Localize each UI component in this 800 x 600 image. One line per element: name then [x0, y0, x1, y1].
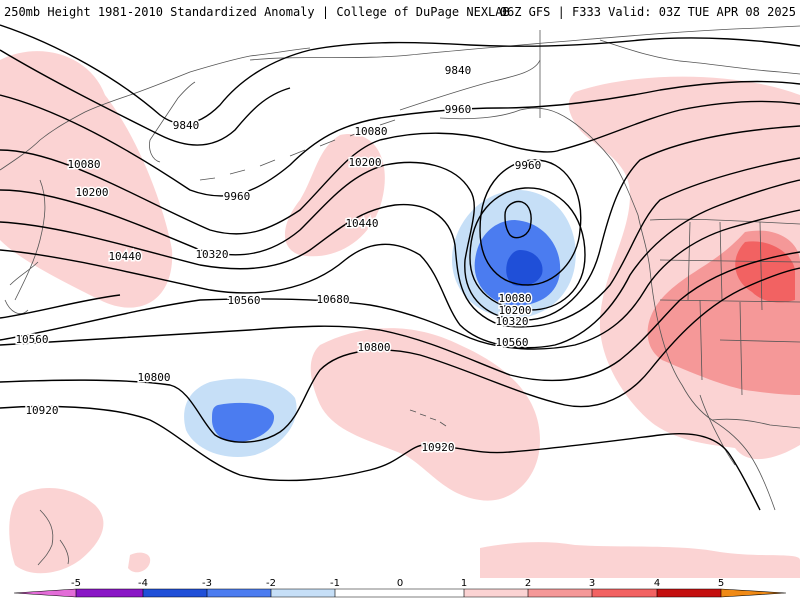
contour-9960 [479, 159, 582, 286]
positive-anomaly-region [9, 487, 104, 574]
colorbar-label: -5 [71, 578, 81, 589]
coastline-hawaii [409, 409, 447, 427]
colorbar-swatch-neg1 [271, 589, 335, 597]
colorbar-swatch-neg4 [76, 589, 143, 597]
coastline-philippines [37, 509, 69, 566]
colorbar-swatch-neg2 [207, 589, 271, 597]
run-valid-info: 06Z GFS | F333 Valid: 03Z TUE APR 08 202… [499, 5, 796, 19]
contour-label: 10800 [357, 341, 390, 354]
header-bar: 250mb Height 1981-2010 Standardized Anom… [0, 0, 800, 22]
colorbar-label: -3 [202, 578, 212, 589]
colorbar-label: 0 [397, 578, 403, 589]
coastline-east-asia [0, 47, 311, 171]
positive-anomaly-region [0, 51, 173, 308]
contour-label: 9840 [173, 119, 200, 132]
contour-label: 9960 [224, 190, 251, 203]
contour-10920 [0, 405, 761, 511]
colorbar-swatch-pos2 [528, 589, 592, 597]
coastline-kamchatka [149, 81, 196, 163]
contour-label: 10800 [137, 371, 170, 384]
coastline-west-coast [649, 269, 776, 511]
colorbar-label: 2 [525, 578, 531, 589]
contour-10560 [0, 294, 121, 319]
height-contours [0, 24, 800, 511]
border-us-canada [649, 218, 800, 225]
negative-anomaly-core [212, 402, 275, 443]
colorbar-label: 4 [654, 578, 660, 589]
contour-label: 9840 [445, 64, 472, 77]
colorbar-swatch-pos1 [464, 589, 528, 597]
coastline-alaska [399, 59, 651, 271]
colorbar-label: -4 [138, 578, 148, 589]
contour-label: 10920 [25, 404, 58, 417]
contour-9960 [0, 80, 800, 197]
contour-label: 10080 [67, 158, 100, 171]
colorbar-swatch-pos4 [657, 589, 721, 597]
contour-label: 10080 [498, 292, 531, 305]
colorbar-label: -1 [330, 578, 340, 589]
coastline-baja [699, 394, 736, 466]
positive-anomaly-core [735, 241, 795, 303]
contour-10080 [504, 200, 532, 239]
aleutian-islands [199, 119, 396, 181]
contour-10560 [0, 209, 800, 350]
us-state-borders [659, 221, 800, 396]
negative-anomaly-core [506, 250, 543, 286]
contour-label: 10080 [354, 125, 387, 138]
coastline-japan [4, 261, 39, 314]
contour-label: 10200 [75, 186, 108, 199]
map-panel: 9840 9840 9960 9960 9960 10080 10080 100… [0, 22, 800, 578]
contour-10440 [0, 179, 800, 349]
contour-9840 [0, 24, 800, 125]
positive-anomaly-region [310, 328, 540, 501]
colorbar-ticks [75, 589, 722, 597]
colorbar-label: -2 [266, 578, 276, 589]
contour-label: 10200 [498, 304, 531, 317]
positive-anomaly-region [480, 542, 800, 578]
contour-label: 10320 [495, 315, 528, 328]
colorbar: -5 -4 -3 -2 -1 0 1 2 3 4 5 [13, 578, 787, 598]
border-us-mexico [711, 418, 800, 429]
contour-label: 10920 [421, 441, 454, 454]
contour-10080 [469, 187, 586, 311]
colorbar-labels: -5 -4 -3 -2 -1 0 1 2 3 4 5 [71, 578, 724, 589]
colorbar-left-arrow [14, 589, 76, 597]
contour-10080 [0, 100, 800, 235]
contour-label: 10560 [495, 336, 528, 349]
positive-anomaly-region [128, 552, 151, 573]
contour-labels: 9840 9840 9960 9960 9960 10080 10080 100… [14, 63, 543, 456]
contour-label: 10200 [348, 156, 381, 169]
colorbar-swatch-zero [335, 589, 464, 597]
contour-label: 10440 [345, 217, 378, 230]
contour-label: 10560 [227, 294, 260, 307]
colorbar-swatch-neg3 [143, 589, 207, 597]
contour-label: 10560 [15, 333, 48, 346]
contour-label: 10440 [108, 250, 141, 263]
coastline-east-asia [14, 179, 46, 301]
contour-label: 10320 [195, 248, 228, 261]
colorbar-right-arrow [721, 589, 786, 597]
colorbar-swatches [13, 588, 787, 598]
coastline-canada [599, 39, 800, 75]
coastline-arctic [249, 25, 800, 61]
contour-9840 [0, 49, 291, 146]
colorbar-label: 3 [589, 578, 595, 589]
contour-10320 [0, 157, 800, 328]
anomaly-shading [0, 51, 800, 578]
contour-label: 10680 [316, 293, 349, 306]
colorbar-swatch-pos3 [592, 589, 657, 597]
map-title: 250mb Height 1981-2010 Standardized Anom… [4, 5, 510, 19]
contour-10800 [0, 267, 800, 443]
contour-10200 [0, 125, 800, 321]
contour-label: 9960 [515, 159, 542, 172]
colorbar-label: 1 [461, 578, 467, 589]
contour-10680 [0, 251, 800, 382]
contour-label: 9960 [445, 103, 472, 116]
colorbar-label: 5 [718, 578, 724, 589]
